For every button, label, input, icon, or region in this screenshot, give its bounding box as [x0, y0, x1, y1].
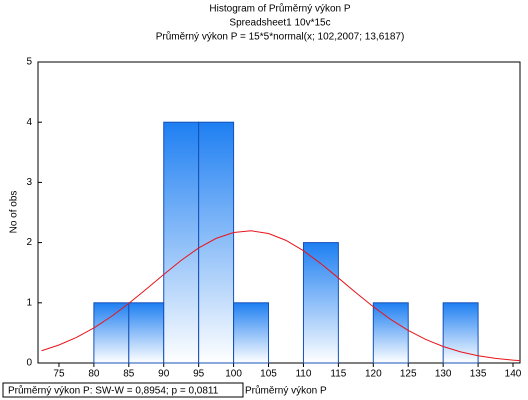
x-tick-label: 95	[193, 369, 205, 380]
bar	[233, 302, 270, 364]
y-tick-label: 2	[26, 237, 32, 248]
formula: Průměrný výkon P = 15*5*normal(x; 102,20…	[156, 31, 405, 43]
y-tick-label: 3	[26, 177, 32, 188]
y-tick-label: 4	[26, 117, 32, 128]
bar	[442, 302, 479, 364]
x-tick-label: 140	[505, 369, 522, 380]
x-axis-label: Průměrný výkon P	[245, 385, 327, 397]
x-tick-label: 115	[330, 369, 346, 380]
bar	[302, 242, 339, 364]
bar	[128, 302, 165, 364]
bar	[93, 302, 130, 364]
x-tick-label: 135	[470, 369, 487, 380]
legend-text: Průměrný výkon P: SW-W = 0,8954; p = 0,0…	[8, 385, 219, 397]
x-tick-label: 105	[260, 369, 277, 380]
x-tick-label: 80	[88, 369, 100, 380]
bar	[372, 302, 409, 364]
chart-subtitle: Spreadsheet1 10v*15c	[229, 18, 330, 29]
plot-area	[37, 61, 521, 364]
x-tick-label: 100	[225, 369, 242, 380]
bar	[163, 121, 200, 364]
x-tick-label: 90	[158, 369, 170, 380]
legend-box	[2, 382, 244, 398]
normal-curve	[41, 230, 520, 362]
y-axis-label: No of obs	[9, 191, 20, 234]
bar	[198, 121, 235, 364]
x-tick-label: 130	[435, 369, 452, 380]
y-tick-label: 5	[26, 57, 32, 68]
x-tick-label: 75	[53, 369, 65, 380]
x-tick-label: 85	[123, 369, 135, 380]
y-tick-label: 0	[26, 358, 32, 369]
x-tick-label: 125	[400, 369, 417, 380]
chart-title: Histogram of Průměrný výkon P	[209, 3, 350, 15]
x-tick-label: 120	[365, 369, 382, 380]
y-tick-label: 1	[26, 297, 32, 308]
x-tick-label: 110	[295, 369, 311, 380]
